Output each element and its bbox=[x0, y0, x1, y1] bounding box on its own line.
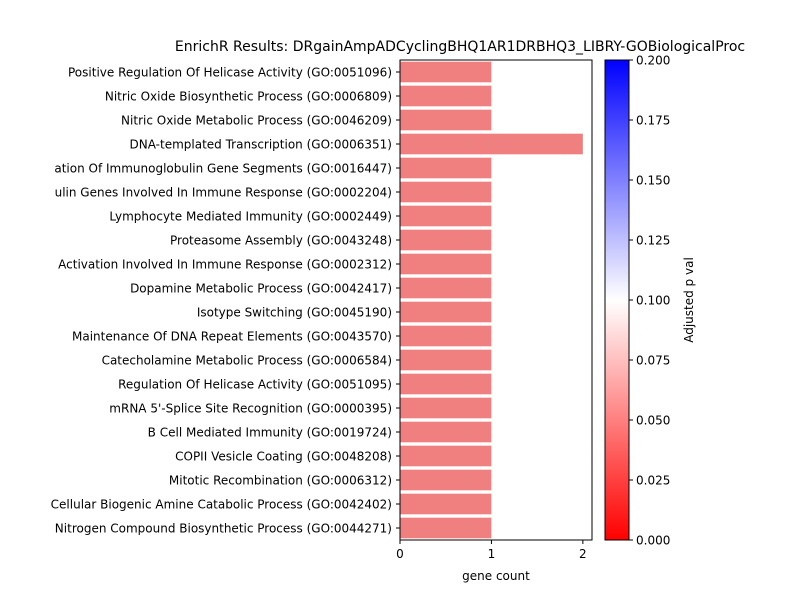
colorbar-label: Adjusted p val bbox=[682, 257, 696, 343]
bar bbox=[400, 301, 492, 323]
y-tick-label: Maintenance Of DNA Repeat Elements (GO:0… bbox=[72, 330, 392, 344]
y-tick-label: Proteasome Assembly (GO:0043248) bbox=[170, 234, 392, 248]
bar bbox=[400, 277, 492, 299]
bar bbox=[400, 445, 492, 467]
bar bbox=[400, 157, 492, 179]
y-tick-label: DNA-templated Transcription (GO:0006351) bbox=[130, 138, 392, 152]
y-tick-label: Activation Involved In Immune Response (… bbox=[58, 258, 392, 272]
x-tick-label: 0 bbox=[396, 547, 404, 561]
bar bbox=[400, 229, 492, 251]
bar bbox=[400, 205, 492, 227]
plot-frame bbox=[399, 59, 593, 541]
bar bbox=[400, 325, 492, 347]
colorbar-tick-label: 0.200 bbox=[636, 54, 670, 68]
y-tick-label: Nitric Oxide Biosynthetic Process (GO:00… bbox=[105, 90, 392, 104]
x-tick-label: 2 bbox=[579, 547, 587, 561]
y-tick-label: Nitrogen Compound Biosynthetic Process (… bbox=[55, 522, 392, 536]
colorbar-tick-label: 0.100 bbox=[636, 294, 670, 308]
bar bbox=[400, 349, 492, 371]
bar bbox=[400, 397, 492, 419]
y-tick-label: Lymphocyte Mediated Immunity (GO:0002449… bbox=[109, 210, 392, 224]
colorbar-tick-label: 0.050 bbox=[636, 414, 670, 428]
colorbar-tick-label: 0.025 bbox=[636, 474, 670, 488]
bar bbox=[400, 517, 492, 539]
y-tick-label: ation Of Immunoglobulin Gene Segments (G… bbox=[54, 162, 392, 176]
bar bbox=[400, 85, 492, 107]
y-tick-label: Regulation Of Helicase Activity (GO:0051… bbox=[118, 378, 392, 392]
bar bbox=[400, 61, 492, 83]
y-tick-label: Mitotic Recombination (GO:0006312) bbox=[169, 474, 392, 488]
y-tick-label: ulin Genes Involved In Immune Response (… bbox=[55, 186, 392, 200]
bar bbox=[400, 109, 492, 131]
colorbar-tick-label: 0.175 bbox=[636, 114, 670, 128]
colorbar-tick-label: 0.125 bbox=[636, 234, 670, 248]
x-tick-label: 1 bbox=[488, 547, 496, 561]
y-tick-label: Catecholamine Metabolic Process (GO:0006… bbox=[102, 354, 392, 368]
chart-title: EnrichR Results: DRgainAmpADCyclingBHQ1A… bbox=[175, 39, 745, 55]
colorbar-gradient bbox=[604, 59, 630, 541]
bar bbox=[400, 181, 492, 203]
bar bbox=[400, 469, 492, 491]
y-tick-label: B Cell Mediated Immunity (GO:0019724) bbox=[148, 426, 392, 440]
bar bbox=[400, 421, 492, 443]
bar bbox=[400, 373, 492, 395]
bar bbox=[400, 133, 583, 155]
y-tick-label: Cellular Biogenic Amine Catabolic Proces… bbox=[51, 498, 392, 512]
y-tick-label: Positive Regulation Of Helicase Activity… bbox=[68, 66, 392, 80]
bar bbox=[400, 253, 492, 275]
colorbar-tick-label: 0.075 bbox=[636, 354, 670, 368]
x-axis-label: gene count bbox=[462, 569, 530, 583]
colorbar-tick-label: 0.150 bbox=[636, 174, 670, 188]
colorbar: 0.000 0.025 0.050 0.075 0.100 0.125 0.150 0.175… bbox=[604, 54, 670, 548]
bars-layer bbox=[400, 61, 583, 539]
colorbar-tick-label: 0.000 bbox=[636, 534, 670, 548]
y-tick-label: Isotype Switching (GO:0045190) bbox=[197, 306, 392, 320]
y-tick-label: COPII Vesicle Coating (GO:0048208) bbox=[175, 450, 392, 464]
y-tick-label: Nitric Oxide Metabolic Process (GO:00462… bbox=[121, 114, 392, 128]
y-tick-label: mRNA 5'-Splice Site Recognition (GO:0000… bbox=[109, 402, 392, 416]
bar bbox=[400, 493, 492, 515]
y-tick-labels: Positive Regulation Of Helicase Activity… bbox=[51, 66, 400, 536]
x-axis: 0 1 2 bbox=[396, 540, 587, 561]
y-tick-label: Dopamine Metabolic Process (GO:0042417) bbox=[130, 282, 392, 296]
